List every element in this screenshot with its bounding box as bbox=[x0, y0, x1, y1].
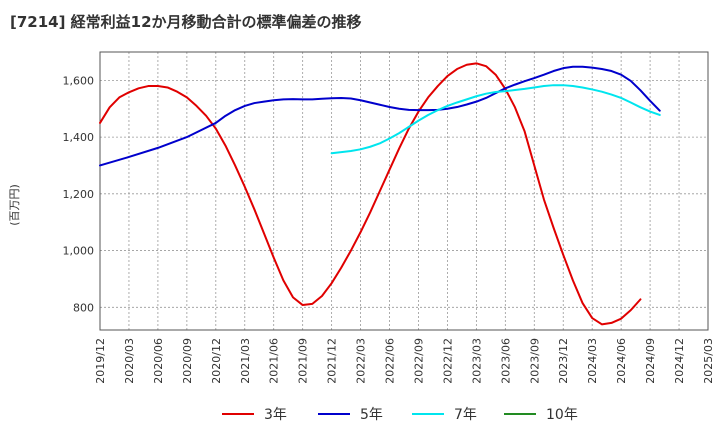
x-tick-label: 2022/12 bbox=[441, 338, 454, 384]
legend-label: 3年 bbox=[264, 407, 287, 423]
chart-title: [7214] 経常利益12か月移動合計の標準偏差の推移 bbox=[10, 13, 362, 31]
y-tick-label: 800 bbox=[73, 301, 94, 314]
x-tick-label: 2020/06 bbox=[152, 338, 165, 384]
y-tick-label: 1,600 bbox=[63, 74, 95, 87]
x-tick-label: 2020/12 bbox=[210, 338, 223, 384]
grid bbox=[100, 52, 708, 330]
x-tick-label: 2022/09 bbox=[412, 338, 425, 384]
y-tick-label: 1,000 bbox=[63, 245, 95, 258]
legend-label: 10年 bbox=[546, 407, 578, 423]
x-tick-label: 2021/03 bbox=[239, 338, 252, 384]
x-tick-label: 2021/09 bbox=[297, 338, 310, 384]
x-tick-label: 2022/03 bbox=[355, 338, 368, 384]
x-tick-label: 2024/06 bbox=[615, 338, 628, 384]
x-tick-label: 2024/09 bbox=[644, 338, 657, 384]
series-line-1 bbox=[99, 65, 661, 167]
x-axis-ticks: 2019/12 2020/03 2020/06 2020/09 2020/12 2021/… bbox=[94, 338, 715, 384]
x-tick-label: 2019/12 bbox=[94, 338, 107, 384]
x-tick-label: 2020/03 bbox=[123, 338, 136, 384]
x-tick-label: 2024/03 bbox=[586, 338, 599, 384]
y-axis-ticks: 800 1,000 1,200 1,400 1,600 bbox=[63, 74, 95, 314]
legend: 3年 5年 7年 10年 bbox=[222, 407, 578, 423]
x-tick-label: 2023/06 bbox=[499, 338, 512, 384]
x-tick-label: 2024/12 bbox=[673, 338, 686, 384]
plot-frame bbox=[99, 51, 709, 331]
x-tick-label: 2023/09 bbox=[528, 338, 541, 384]
series-line-0 bbox=[99, 62, 642, 326]
legend-label: 5年 bbox=[360, 407, 383, 423]
x-tick-label: 2025/03 bbox=[702, 338, 715, 384]
x-tick-label: 2023/12 bbox=[557, 338, 570, 384]
x-tick-label: 2020/09 bbox=[181, 338, 194, 384]
y-tick-label: 1,400 bbox=[63, 131, 95, 144]
x-tick-label: 2022/06 bbox=[384, 338, 397, 384]
legend-label: 7年 bbox=[454, 407, 477, 423]
x-tick-label: 2021/06 bbox=[268, 338, 281, 384]
x-tick-label: 2021/12 bbox=[326, 338, 339, 384]
series-line-2 bbox=[330, 84, 661, 155]
series-lines bbox=[99, 62, 661, 326]
y-tick-label: 1,200 bbox=[63, 188, 95, 201]
x-tick-label: 2023/03 bbox=[470, 338, 483, 384]
y-axis-label: (百万円) bbox=[8, 184, 21, 226]
